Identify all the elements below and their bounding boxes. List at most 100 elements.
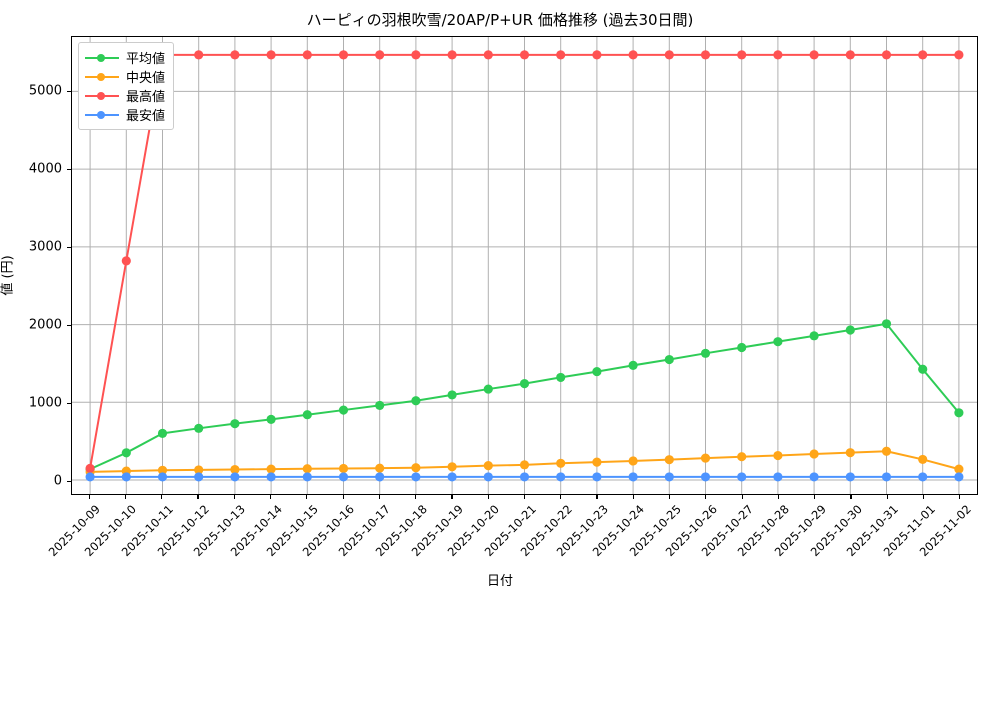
data-point-marker bbox=[447, 462, 457, 472]
data-point-marker bbox=[809, 331, 819, 341]
x-axis-tick-mark bbox=[306, 495, 308, 499]
data-point-marker bbox=[375, 50, 385, 60]
data-point-marker bbox=[483, 461, 493, 471]
data-point-marker bbox=[556, 50, 566, 60]
data-point-marker bbox=[592, 50, 602, 60]
data-point-marker bbox=[845, 50, 855, 60]
data-point-marker bbox=[809, 449, 819, 459]
data-point-marker bbox=[773, 472, 783, 482]
data-point-marker bbox=[302, 472, 312, 482]
data-point-marker bbox=[266, 414, 276, 424]
data-point-marker bbox=[773, 450, 783, 461]
x-axis-tick-mark bbox=[197, 495, 199, 499]
data-point-marker bbox=[664, 50, 674, 60]
y-axis-tick-label: 0 bbox=[0, 473, 62, 488]
legend-item-2[interactable]: 中央値 bbox=[85, 67, 165, 86]
x-axis-tick-mark bbox=[269, 495, 272, 499]
data-point-marker bbox=[556, 458, 566, 468]
data-point-marker bbox=[230, 50, 240, 60]
data-point-marker bbox=[809, 50, 819, 60]
legend-item-4[interactable]: 最安値 bbox=[85, 105, 165, 124]
chart-figure: ハーピィの羽根吹雪/20AP/P+UR 価格推移 (過去30日間) 値 (円) … bbox=[0, 11, 978, 589]
data-point-marker bbox=[664, 472, 674, 482]
data-point-marker bbox=[157, 428, 168, 438]
data-point-marker bbox=[918, 454, 928, 464]
data-point-marker bbox=[700, 348, 711, 358]
y-axis-tick-mark bbox=[67, 402, 71, 405]
legend-swatch bbox=[85, 109, 119, 121]
data-point-marker bbox=[266, 50, 276, 60]
data-point-marker bbox=[85, 472, 95, 482]
y-tick-text: 1000 bbox=[28, 395, 62, 411]
data-point-marker bbox=[737, 472, 747, 482]
y-tick-text: 3000 bbox=[28, 239, 62, 255]
y-axis-tick-label: 4000 bbox=[0, 161, 62, 176]
x-axis-tick-mark bbox=[523, 495, 526, 499]
y-axis-tick-label: 3000 bbox=[0, 239, 62, 254]
y-axis-tick-mark bbox=[67, 324, 71, 326]
data-point-marker bbox=[411, 396, 421, 406]
data-point-marker bbox=[664, 354, 674, 365]
x-axis-tick-mark bbox=[741, 495, 743, 499]
x-axis-tick-mark bbox=[124, 495, 126, 499]
x-axis-tick-mark bbox=[777, 495, 780, 499]
x-axis-tick-mark bbox=[451, 495, 453, 499]
data-point-marker bbox=[447, 390, 457, 400]
x-axis-tick-mark bbox=[959, 495, 961, 499]
x-axis-tick-mark bbox=[632, 495, 634, 499]
data-point-marker bbox=[411, 50, 421, 60]
data-point-marker bbox=[411, 472, 421, 482]
legend-marker-icon bbox=[97, 53, 105, 62]
data-point-marker bbox=[85, 463, 95, 473]
data-point-marker bbox=[809, 472, 819, 482]
data-point-marker bbox=[483, 50, 493, 60]
legend-label: 最高値 bbox=[126, 90, 166, 105]
data-point-marker bbox=[483, 472, 493, 482]
data-point-marker bbox=[918, 50, 928, 60]
plot-area bbox=[71, 36, 978, 495]
data-point-marker bbox=[954, 472, 964, 482]
data-point-marker bbox=[918, 364, 928, 374]
data-point-marker bbox=[881, 446, 892, 456]
data-point-marker bbox=[954, 464, 964, 474]
y-tick-text: 4000 bbox=[28, 161, 62, 177]
data-point-marker bbox=[230, 472, 240, 482]
data-point-marker bbox=[592, 472, 602, 482]
legend-item-1[interactable]: 平均値 bbox=[85, 48, 165, 67]
data-point-marker bbox=[194, 465, 204, 475]
x-axis-tick-mark bbox=[378, 495, 380, 499]
data-point-marker bbox=[556, 472, 566, 482]
x-axis-tick-mark bbox=[88, 495, 90, 499]
data-point-marker bbox=[881, 319, 892, 329]
data-point-marker bbox=[556, 372, 566, 382]
x-axis-tick-mark bbox=[596, 495, 598, 499]
x-axis-tick-mark bbox=[487, 495, 489, 499]
y-axis-tick-label: 5000 bbox=[0, 83, 62, 98]
x-axis-tick-mark bbox=[922, 495, 925, 499]
data-point-marker bbox=[519, 460, 530, 470]
legend-label: 最安値 bbox=[126, 109, 166, 124]
data-point-marker bbox=[628, 472, 638, 482]
x-axis-tick-mark bbox=[342, 495, 344, 499]
data-point-marker bbox=[375, 400, 385, 410]
data-point-marker bbox=[266, 464, 276, 474]
data-point-marker bbox=[881, 50, 892, 60]
x-axis-tick-mark bbox=[886, 495, 888, 499]
data-point-marker bbox=[628, 360, 638, 370]
data-point-marker bbox=[230, 464, 240, 475]
x-axis-tick-mark bbox=[415, 495, 417, 499]
y-axis-tick-mark bbox=[67, 168, 71, 170]
chart-title: ハーピィの羽根吹雪/20AP/P+UR 価格推移 (過去30日間) bbox=[306, 11, 694, 29]
legend-swatch bbox=[85, 90, 119, 102]
data-point-marker bbox=[230, 419, 240, 429]
data-point-marker bbox=[592, 367, 602, 377]
data-point-marker bbox=[447, 50, 457, 60]
data-point-marker bbox=[737, 50, 747, 60]
data-point-marker bbox=[954, 50, 964, 60]
chart-legend: 平均値 中央値最高値最安値 bbox=[78, 42, 175, 130]
data-point-marker bbox=[157, 472, 168, 482]
data-point-marker bbox=[375, 472, 385, 482]
legend-item-3[interactable]: 最高値 bbox=[85, 86, 165, 105]
data-point-marker bbox=[628, 456, 638, 466]
data-point-marker bbox=[121, 448, 131, 458]
